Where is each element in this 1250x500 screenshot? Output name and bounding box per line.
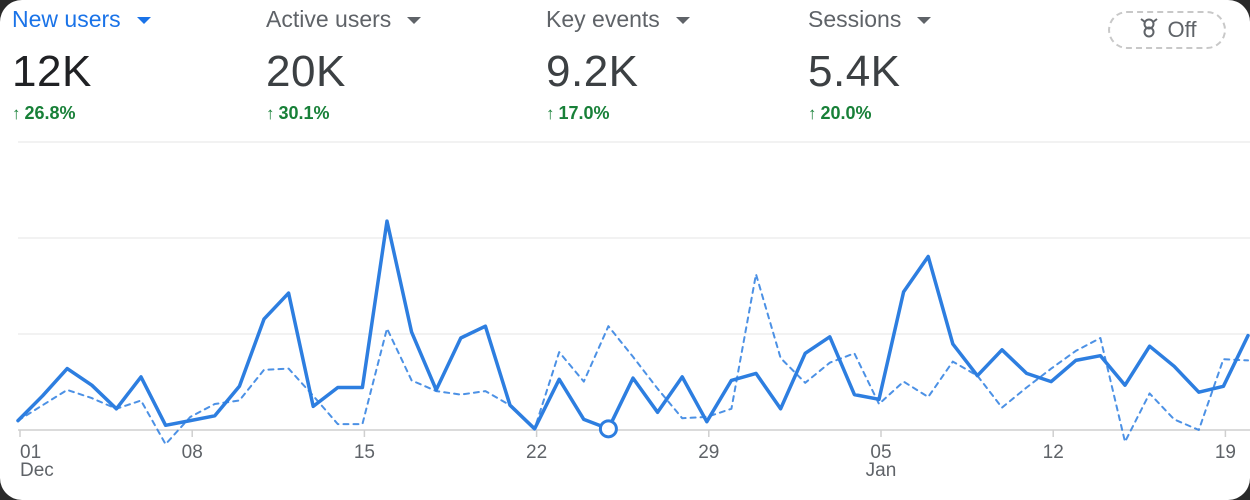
metric-tab[interactable]: New users [12, 6, 151, 33]
metric-tab[interactable]: Key events [546, 6, 690, 33]
metric-label: Sessions [808, 6, 902, 32]
change-value: 30.1% [278, 103, 330, 123]
metric-sessions[interactable]: Sessions 5.4K ↑ 20.0% [808, 6, 932, 124]
metric-tab[interactable]: Sessions [808, 6, 932, 33]
arrow-up-icon: ↑ [546, 103, 555, 123]
metric-new-users[interactable]: New users 12K ↑ 26.8% [12, 6, 151, 124]
metric-change: ↑ 30.1% [266, 103, 421, 124]
x-tick-label: 01 [20, 442, 41, 463]
x-tick-label: 29 [698, 442, 719, 463]
metric-value: 20K [266, 47, 346, 96]
change-value: 26.8% [24, 103, 76, 123]
dropdown-caret-icon[interactable] [917, 17, 932, 24]
compare-toggle-label: Off [1167, 17, 1197, 42]
metric-value: 9.2K [546, 47, 639, 96]
metric-value: 5.4K [808, 47, 901, 96]
x-tick-sublabel: Jan [866, 460, 897, 481]
dropdown-caret-icon[interactable] [407, 17, 422, 24]
x-tick-sublabel: Dec [20, 460, 54, 481]
metric-value: 12K [12, 47, 92, 96]
x-tick-label: 15 [354, 442, 375, 463]
arrow-up-icon: ↑ [12, 103, 21, 123]
x-tick-label: 08 [182, 442, 203, 463]
metric-key-events[interactable]: Key events 9.2K ↑ 17.0% [546, 6, 690, 124]
metric-label: Key events [546, 6, 660, 32]
arrow-up-icon: ↑ [266, 103, 275, 123]
metric-change: ↑ 26.8% [12, 103, 151, 124]
metric-label: Active users [266, 6, 392, 32]
series-line-previous [17, 273, 1249, 446]
x-tick-label: 19 [1215, 442, 1236, 463]
dropdown-caret-icon[interactable] [675, 17, 690, 24]
series-line-current [16, 219, 1250, 431]
x-tick-label: 12 [1043, 442, 1064, 463]
arrow-up-icon: ↑ [808, 103, 817, 123]
compare-toggle[interactable]: Off [1108, 11, 1226, 49]
change-value: 17.0% [558, 103, 610, 123]
compare-icon [1138, 16, 1160, 44]
change-value: 20.0% [820, 103, 872, 123]
dropdown-caret-icon[interactable] [136, 17, 151, 24]
metric-active-users[interactable]: Active users 20K ↑ 30.1% [266, 6, 422, 124]
x-tick-label: 22 [526, 442, 547, 463]
x-tick-label: 05 [870, 442, 891, 463]
metric-label: New users [12, 6, 121, 32]
metric-tab[interactable]: Active users [266, 6, 422, 33]
metric-change: ↑ 20.0% [808, 103, 931, 124]
hover-point-marker[interactable] [598, 419, 618, 439]
metric-change: ↑ 17.0% [546, 103, 690, 124]
series-layer [16, 219, 1250, 446]
